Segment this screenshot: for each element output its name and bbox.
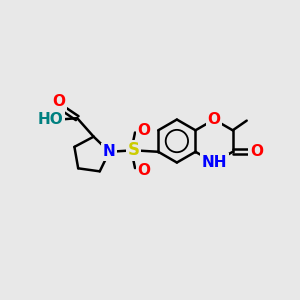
Text: O: O xyxy=(52,94,65,109)
Text: O: O xyxy=(137,123,150,138)
Text: O: O xyxy=(250,144,263,159)
Text: O: O xyxy=(208,112,220,127)
Text: NH: NH xyxy=(201,155,227,170)
Text: S: S xyxy=(128,141,140,159)
Text: O: O xyxy=(137,163,150,178)
Text: HO: HO xyxy=(38,112,63,127)
Text: N: N xyxy=(103,144,116,159)
